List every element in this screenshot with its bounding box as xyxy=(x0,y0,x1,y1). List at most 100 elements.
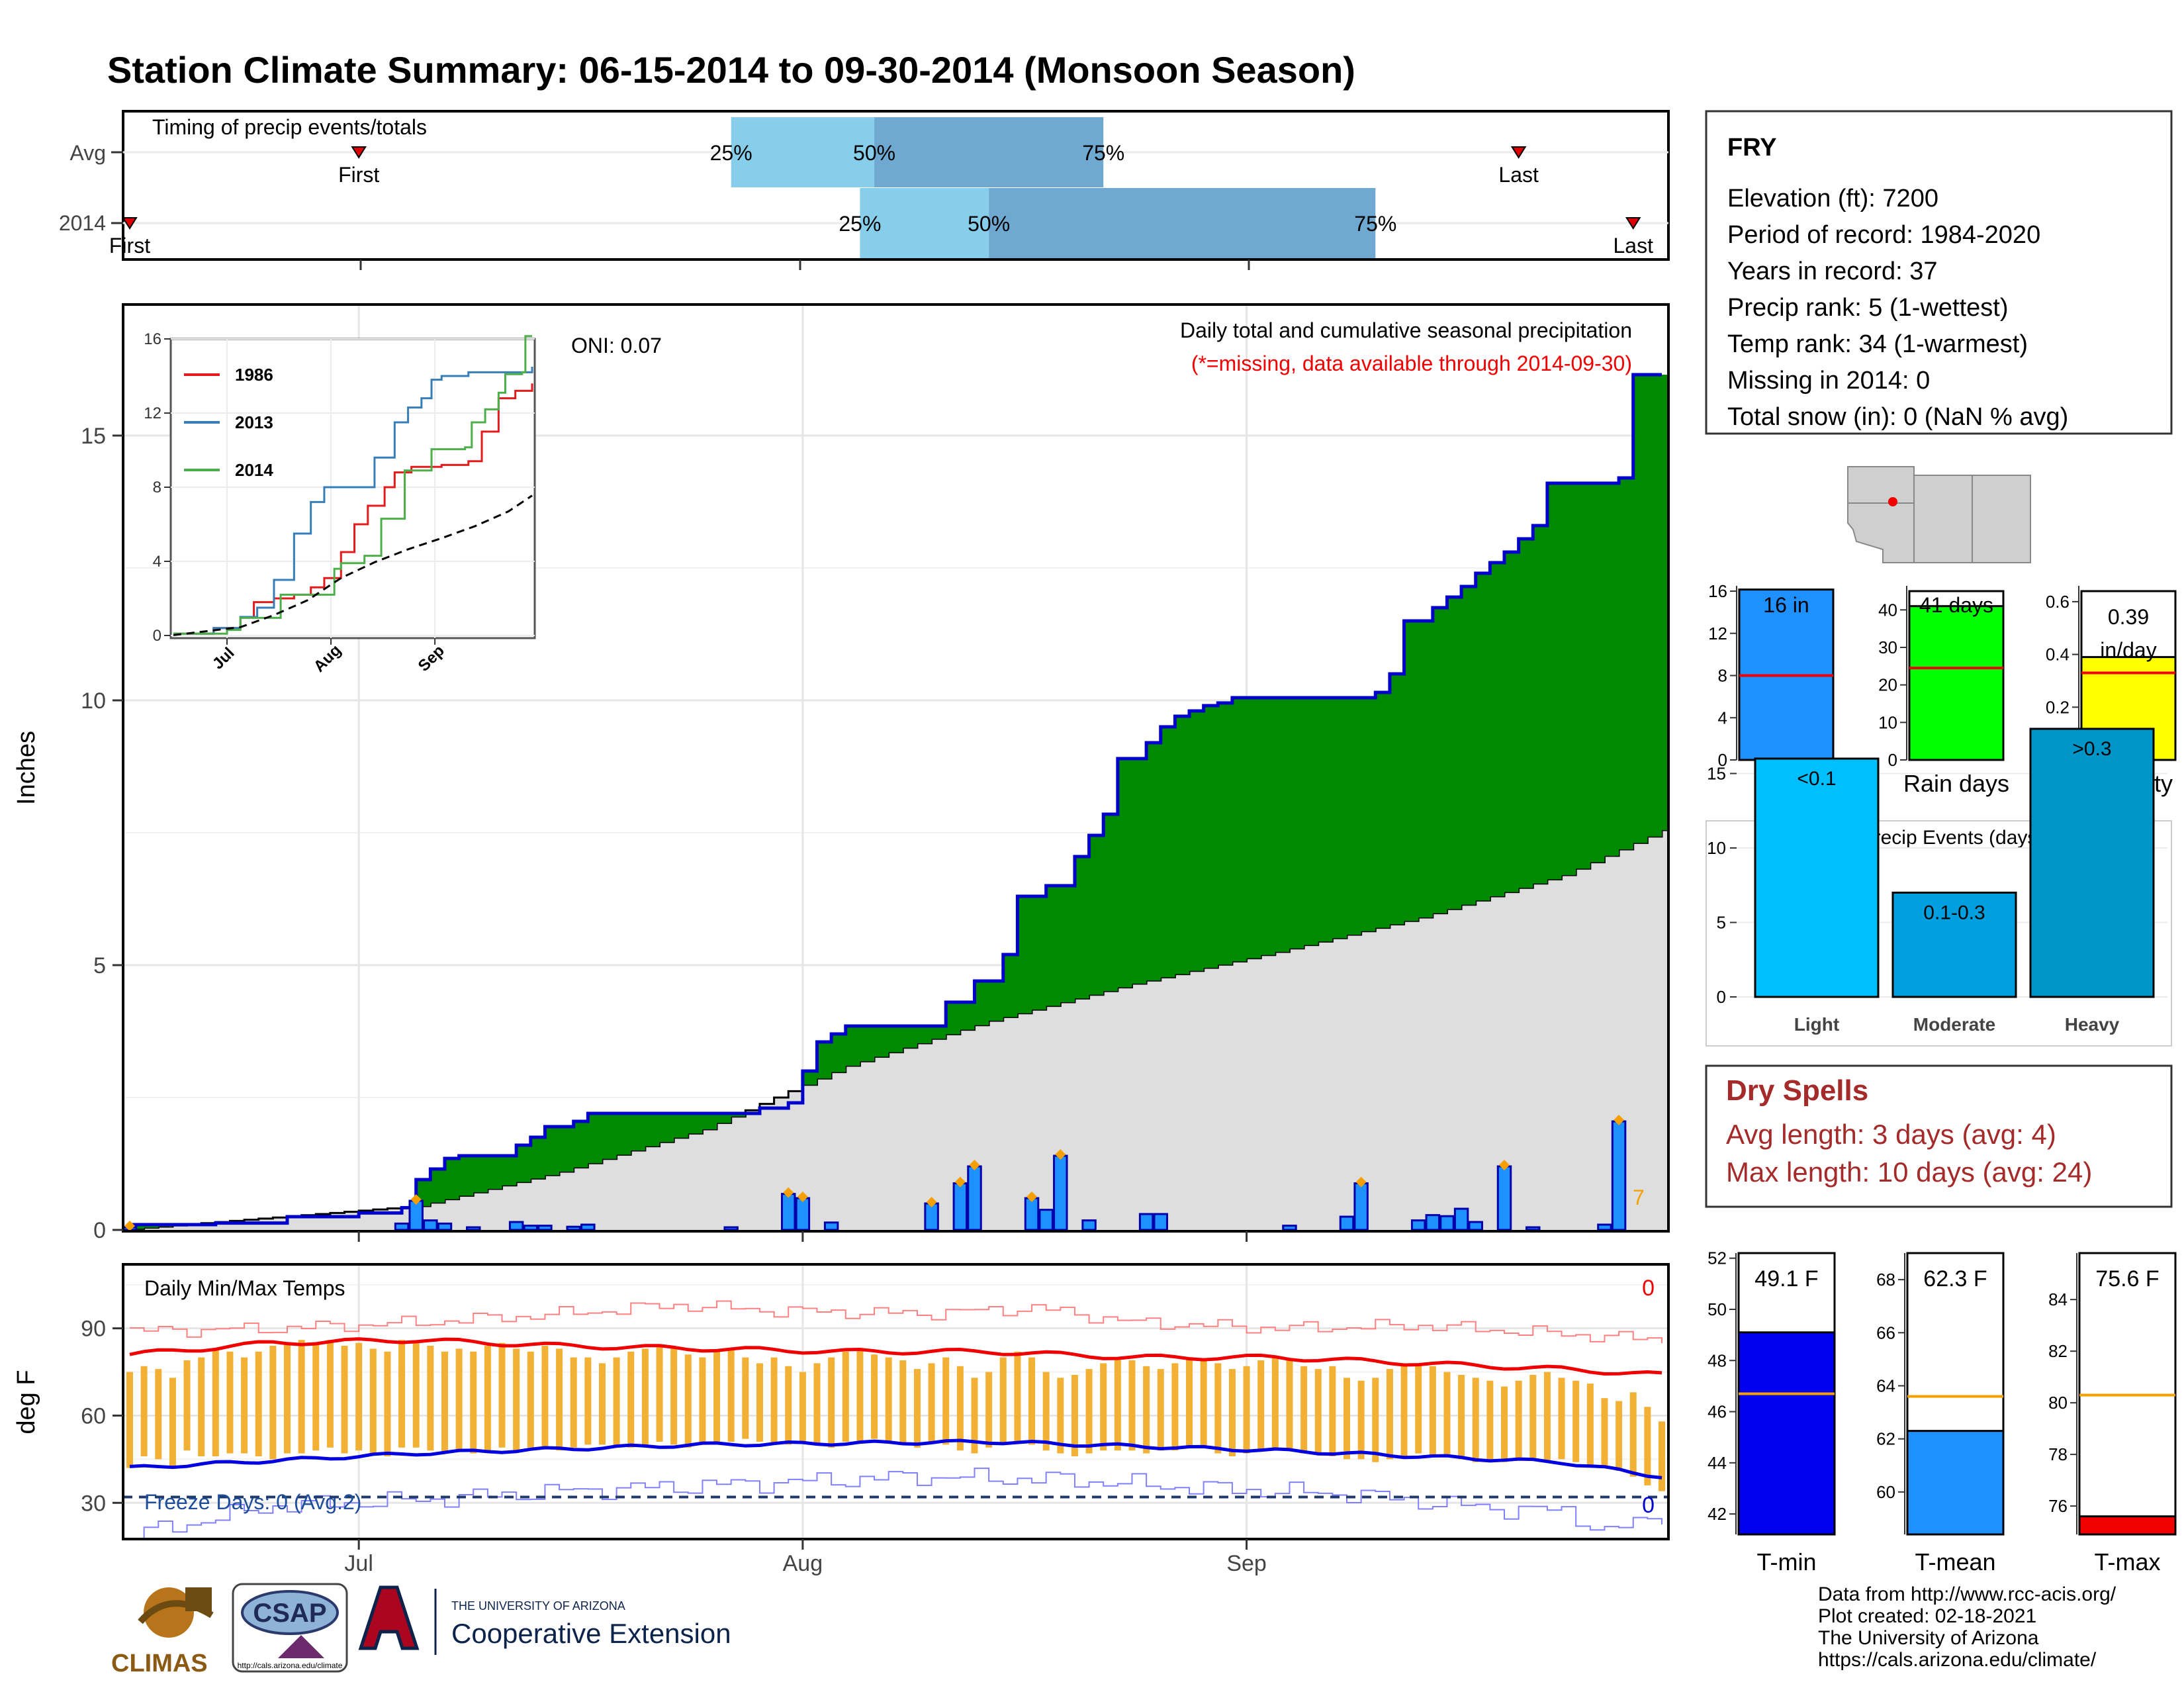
daily-temp-range-bar xyxy=(155,1369,162,1460)
daily-temp-range-bar xyxy=(1400,1366,1408,1456)
precip-y-tick-label: 10 xyxy=(81,688,106,714)
daily-temp-range-bar xyxy=(1300,1366,1308,1454)
daily-precip-bar xyxy=(1081,1219,1097,1231)
events-y-tick-label: 10 xyxy=(1707,838,1726,858)
daily-precip-bar xyxy=(1439,1215,1455,1231)
timing-2014-p50-label: 50% xyxy=(968,212,1010,236)
heavy-event-marker xyxy=(1055,1149,1066,1160)
daily-precip-bar xyxy=(1611,1120,1627,1231)
station-location-marker xyxy=(1888,497,1897,506)
daily-temp-range-bar xyxy=(842,1351,849,1442)
daily-temp-range-bar xyxy=(713,1351,721,1442)
inset-y-tick-label: 4 xyxy=(153,553,161,571)
heavy-event-marker xyxy=(969,1160,980,1170)
station-detail-line: Missing in 2014: 0 xyxy=(1727,367,1930,395)
daily-temp-range-bar xyxy=(126,1372,133,1468)
summary-0-y-tick-label: 0 xyxy=(1718,750,1727,770)
daily-precip-bar xyxy=(1468,1221,1483,1231)
temp-summary-2-bar xyxy=(2078,1515,2177,1536)
daily-temp-range-bar xyxy=(899,1360,907,1445)
heavy-event-marker xyxy=(1355,1176,1367,1188)
timing-avg-first-label: First xyxy=(338,163,379,187)
region-shape xyxy=(1847,466,2031,563)
daily-temp-range-bar xyxy=(298,1340,305,1454)
temp-summary-1-value-label: 62.3 F xyxy=(1923,1266,1987,1291)
climas-logo: CLIMAS xyxy=(111,1587,214,1677)
ua-logo-a xyxy=(358,1585,420,1650)
daily-temp-range-bar xyxy=(1128,1360,1136,1451)
temp-y-tick-label: 30 xyxy=(81,1491,106,1516)
daily-precip-bar xyxy=(1024,1197,1040,1231)
precip-y-tick-label: 15 xyxy=(81,424,106,449)
precip-y-axis-title: Inches xyxy=(13,731,40,805)
daily-temp-range-bar xyxy=(1028,1357,1036,1445)
daily-precip-bar xyxy=(952,1182,968,1231)
daily-temp-range-bar xyxy=(1543,1372,1551,1462)
daily-temp-range-bar xyxy=(341,1346,348,1454)
temp-summary-0-y-tick-label: 44 xyxy=(1707,1453,1727,1473)
daily-temp-range-bar xyxy=(885,1357,892,1442)
temp-plot-frame xyxy=(122,1263,1670,1540)
temp-summary-1-y-tick-label: 68 xyxy=(1876,1270,1895,1289)
daily-precip-bar xyxy=(967,1165,982,1231)
daily-temp-range-bar xyxy=(312,1342,320,1451)
daily-temp-range-bar xyxy=(1529,1374,1537,1460)
temp-y-axis-title: deg F xyxy=(13,1370,40,1434)
summary-1-y-tick-label: 30 xyxy=(1878,637,1897,657)
temp-summary-2-y-tick-label: 84 xyxy=(2048,1289,2068,1309)
daily-temp-range-bar xyxy=(1458,1374,1465,1460)
temp-plot-area xyxy=(123,1300,1668,1539)
precip-panel-heading: Daily total and cumulative seasonal prec… xyxy=(1180,318,1632,342)
daily-temp-range-bar xyxy=(799,1372,806,1442)
daily-temp-range-bar xyxy=(1415,1363,1422,1454)
heavy-event-marker xyxy=(797,1192,808,1202)
page-title: Station Climate Summary: 06-15-2014 to 0… xyxy=(107,49,1355,91)
inset-y-tick-label: 8 xyxy=(153,479,161,496)
dry-spells-max: Max length: 10 days (avg: 24) xyxy=(1726,1156,2092,1188)
temp-summary-2-category-label: T-max xyxy=(2094,1548,2160,1575)
daily-temp-range-bar xyxy=(470,1351,477,1454)
daily-temp-range-bar xyxy=(727,1348,735,1442)
dry-spells-title: Dry Spells xyxy=(1726,1074,1868,1107)
station-details: Elevation (ft): 7200 Period of record: 19… xyxy=(1727,185,2068,431)
inset-series-2014 xyxy=(173,335,532,635)
timing-2014-p25-label: 25% xyxy=(839,212,881,236)
daily-temp-range-bar xyxy=(942,1357,950,1445)
summary-2-y-tick-label: 0.6 xyxy=(2046,592,2070,612)
daily-temp-range-bar xyxy=(641,1348,649,1445)
timing-row-2014-label: 2014 xyxy=(59,211,106,235)
events-bar-heavy xyxy=(2029,727,2155,998)
timing-row-avg-label: Avg xyxy=(69,141,106,165)
temp-panel: 30 60 90 Jul Aug Sep deg F Daily Min/Max Tem… xyxy=(13,1263,1670,1576)
daily-temp-range-bar xyxy=(913,1369,921,1448)
summary-2-y-tick-label: 0.2 xyxy=(2046,697,2070,717)
precip-y-tick-label: 5 xyxy=(93,953,106,978)
daily-temp-range-bar xyxy=(1286,1360,1293,1451)
daily-temp-range-bar xyxy=(813,1363,821,1445)
events-category-light: Light xyxy=(1794,1014,1839,1035)
record-high-count: 0 xyxy=(1642,1276,1655,1301)
average-cumulative-area xyxy=(130,830,1668,1230)
ua-logo-top-text: THE UNIVERSITY OF ARIZONA xyxy=(451,1599,625,1613)
daily-precip-bar xyxy=(1425,1214,1441,1231)
temp-y-axis: 30 60 90 xyxy=(81,1317,123,1516)
timing-2014-first-label: First xyxy=(109,234,150,258)
station-detail-line: Total snow (in): 0 (NaN % avg) xyxy=(1727,403,2068,431)
climas-logo-block xyxy=(185,1587,212,1611)
events-y-tick-label: 0 xyxy=(1717,987,1726,1007)
station-detail-line: Precip rank: 5 (1-wettest) xyxy=(1727,294,2008,322)
timing-2014-q2-bar xyxy=(989,188,1376,258)
summary-1-category-label: Rain days xyxy=(1903,770,2009,797)
temp-y-tick-label: 60 xyxy=(81,1403,106,1429)
daily-temp-range-bar xyxy=(928,1363,935,1442)
daily-temp-range-bar xyxy=(1343,1378,1351,1460)
events-bar-value-moderate: 0.1-0.3 xyxy=(1923,902,1985,924)
csap-logo-mountain xyxy=(278,1635,324,1658)
daily-temp-range-bar xyxy=(1472,1378,1479,1462)
summary-1-y-tick-label: 10 xyxy=(1878,712,1897,732)
temp-summary-0-bar xyxy=(1737,1331,1836,1536)
temp-summary-1-y-tick-label: 64 xyxy=(1876,1376,1895,1395)
daily-temp-range-bar xyxy=(1615,1401,1623,1471)
climas-logo-text: CLIMAS xyxy=(111,1650,208,1677)
